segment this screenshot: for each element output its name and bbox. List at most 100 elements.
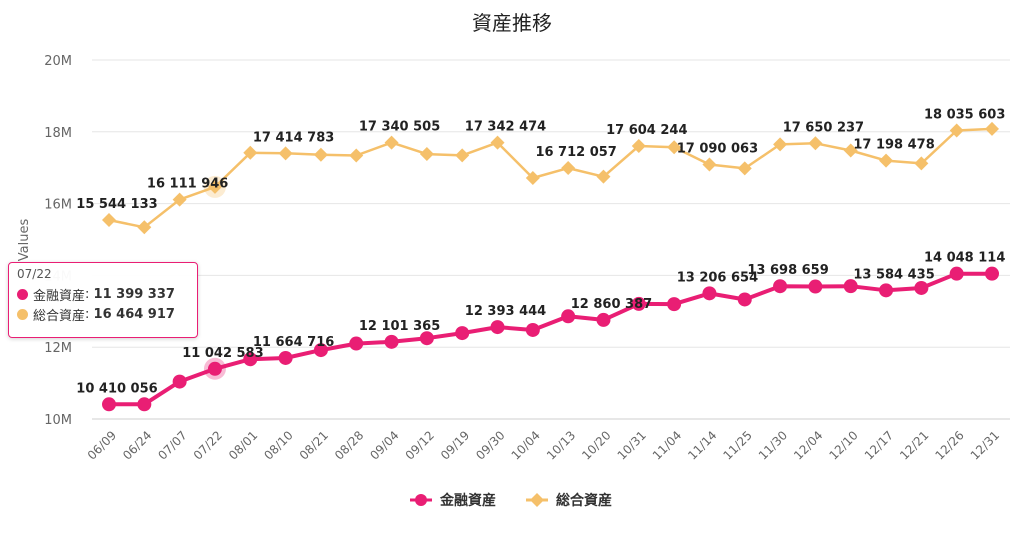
x-tick-label: 11/25 [721, 428, 755, 462]
data-label: 16 712 057 [535, 145, 616, 160]
data-point [561, 161, 576, 176]
tooltip-row-total: 総合資産: 16 464 917 [17, 304, 189, 324]
x-tick-label: 06/09 [85, 428, 119, 462]
data-point [737, 161, 752, 176]
x-tick-label: 12/31 [968, 428, 1002, 462]
data-point [702, 157, 717, 172]
data-point [525, 171, 540, 186]
tooltip-financial-dot [17, 288, 28, 300]
data-label: 17 090 063 [677, 141, 758, 156]
x-tick-label: 08/01 [226, 428, 260, 462]
data-point [172, 374, 187, 389]
y-tick-label: 12M [44, 341, 72, 356]
series-total-assets [102, 121, 999, 235]
data-point [384, 135, 399, 150]
data-point [879, 153, 894, 168]
data-point [455, 326, 470, 341]
data-point [349, 148, 364, 163]
data-point [985, 266, 999, 281]
data-point [667, 297, 682, 312]
y-axis-label: Values [17, 219, 32, 262]
x-tick-label: 11/04 [650, 428, 684, 462]
tooltip-financial-name: 金融資産 [33, 288, 86, 304]
x-tick-label: 10/20 [579, 428, 613, 462]
data-point [631, 139, 646, 154]
data-point [596, 169, 611, 184]
y-tick-labels: 10M12M14M16M18M20M [44, 54, 72, 428]
tooltip-total-name: 総合資産 [33, 308, 86, 324]
series-financial-assets [102, 266, 999, 412]
legend-financial-marker [415, 494, 427, 506]
tooltip: 07/22 金融資産: 11 399 337 総合資産: 16 464 917 [8, 262, 198, 338]
data-point [313, 147, 328, 162]
data-label: 17 650 237 [783, 120, 864, 135]
data-point [102, 397, 116, 412]
data-point [349, 336, 364, 351]
data-label: 18 035 603 [924, 108, 1005, 123]
tooltip-row-financial: 金融資産: 11 399 337 [17, 284, 189, 304]
x-tick-label: 08/21 [297, 428, 331, 462]
data-point [843, 279, 858, 294]
x-tick-label: 07/07 [155, 428, 189, 462]
data-point [243, 352, 258, 367]
data-label: 17 604 244 [606, 123, 687, 138]
data-label: 17 198 478 [853, 138, 934, 153]
data-label: 12 101 365 [359, 319, 440, 334]
data-point [525, 322, 540, 337]
data-label: 13 584 435 [853, 267, 934, 282]
data-point [137, 220, 152, 235]
data-label: 12 860 387 [571, 297, 652, 312]
x-tick-labels: 06/09 06/24 07/07 07/22 08/01 08/10 08/21 08/28… [85, 428, 1002, 462]
data-label: 17 414 783 [253, 130, 334, 145]
tooltip-financial-value: 11 399 337 [93, 286, 175, 302]
x-tick-label: 08/10 [261, 428, 295, 462]
x-tick-label: 12/10 [826, 428, 860, 462]
data-point [949, 123, 964, 138]
x-tick-label: 12/04 [791, 428, 825, 462]
legend-item-financial[interactable]: 金融資産 [410, 492, 496, 509]
data-point [278, 350, 293, 365]
data-point [561, 309, 576, 324]
data-point [137, 397, 152, 412]
x-tick-label: 10/04 [509, 428, 543, 462]
data-label: 14 048 114 [924, 251, 1005, 266]
x-tick-label: 07/22 [191, 428, 225, 462]
legend-item-total[interactable]: 総合資産 [526, 492, 612, 509]
x-tick-label: 10/31 [615, 428, 649, 462]
data-label: 12 393 444 [465, 304, 546, 319]
data-label: 13 206 654 [677, 270, 758, 285]
data-point [172, 192, 187, 207]
data-point [455, 148, 470, 163]
data-label: 11 664 716 [253, 335, 334, 350]
y-tick-label: 10M [44, 413, 72, 428]
y-tick-label: 16M [44, 198, 72, 213]
data-point [843, 143, 858, 158]
data-label: 16 111 946 [147, 177, 228, 192]
legend-financial-label: 金融資産 [439, 492, 496, 509]
legend-total-marker [530, 493, 544, 507]
data-point [419, 147, 434, 162]
x-tick-label: 12/17 [862, 428, 896, 462]
data-point [737, 292, 752, 307]
data-label: 17 342 474 [465, 120, 546, 135]
data-point [808, 279, 823, 294]
legend-total-label: 総合資産 [556, 492, 612, 509]
data-point [207, 179, 222, 194]
data-point [313, 343, 328, 358]
tooltip-date: 07/22 [17, 267, 52, 281]
x-tick-label: 11/14 [685, 428, 719, 462]
x-tick-label: 09/19 [438, 428, 472, 462]
data-point [667, 140, 682, 155]
data-point [207, 361, 222, 376]
data-point [243, 145, 258, 160]
x-tick-label: 09/04 [367, 428, 401, 462]
grid-lines [92, 59, 1010, 420]
data-point [596, 312, 611, 327]
data-point [419, 331, 434, 346]
tooltip-total-dot [17, 308, 28, 320]
series-line [109, 271, 992, 407]
legend: 金融資産 総合資産 [410, 492, 612, 509]
data-point [773, 137, 788, 152]
y-tick-label: 18M [44, 126, 72, 141]
